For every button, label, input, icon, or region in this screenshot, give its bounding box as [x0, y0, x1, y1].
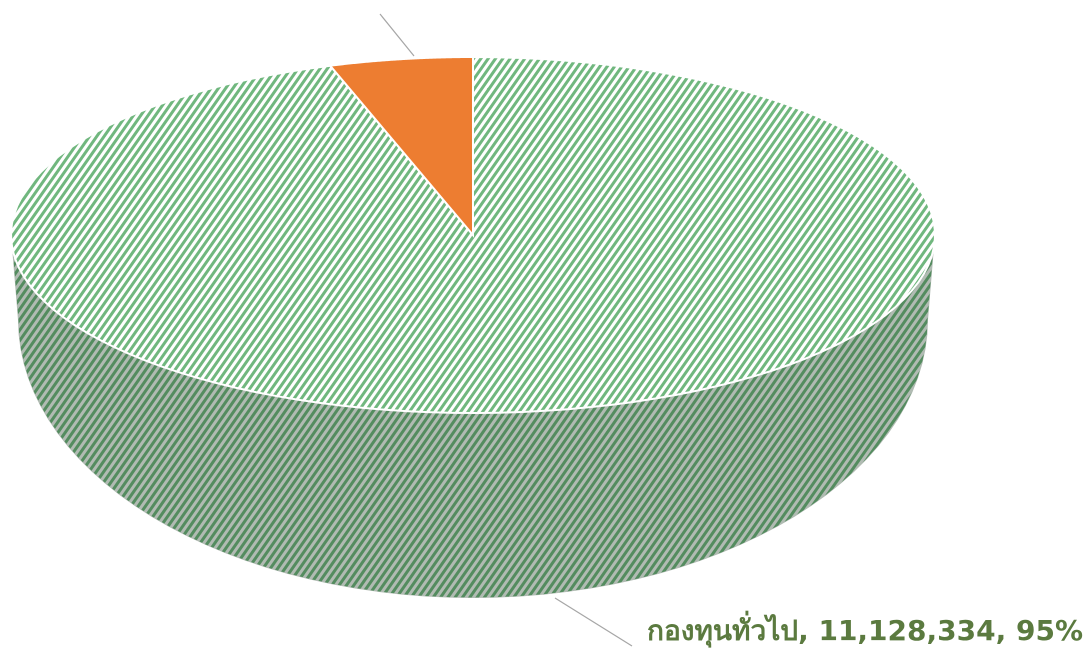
leader-line	[554, 597, 633, 647]
slice-side-shade	[11, 235, 935, 598]
slice	[328, 55, 474, 238]
leader-line	[379, 13, 415, 57]
data-label: กองทุนทั่วไป, 11,128,334, 95%	[647, 610, 1083, 648]
